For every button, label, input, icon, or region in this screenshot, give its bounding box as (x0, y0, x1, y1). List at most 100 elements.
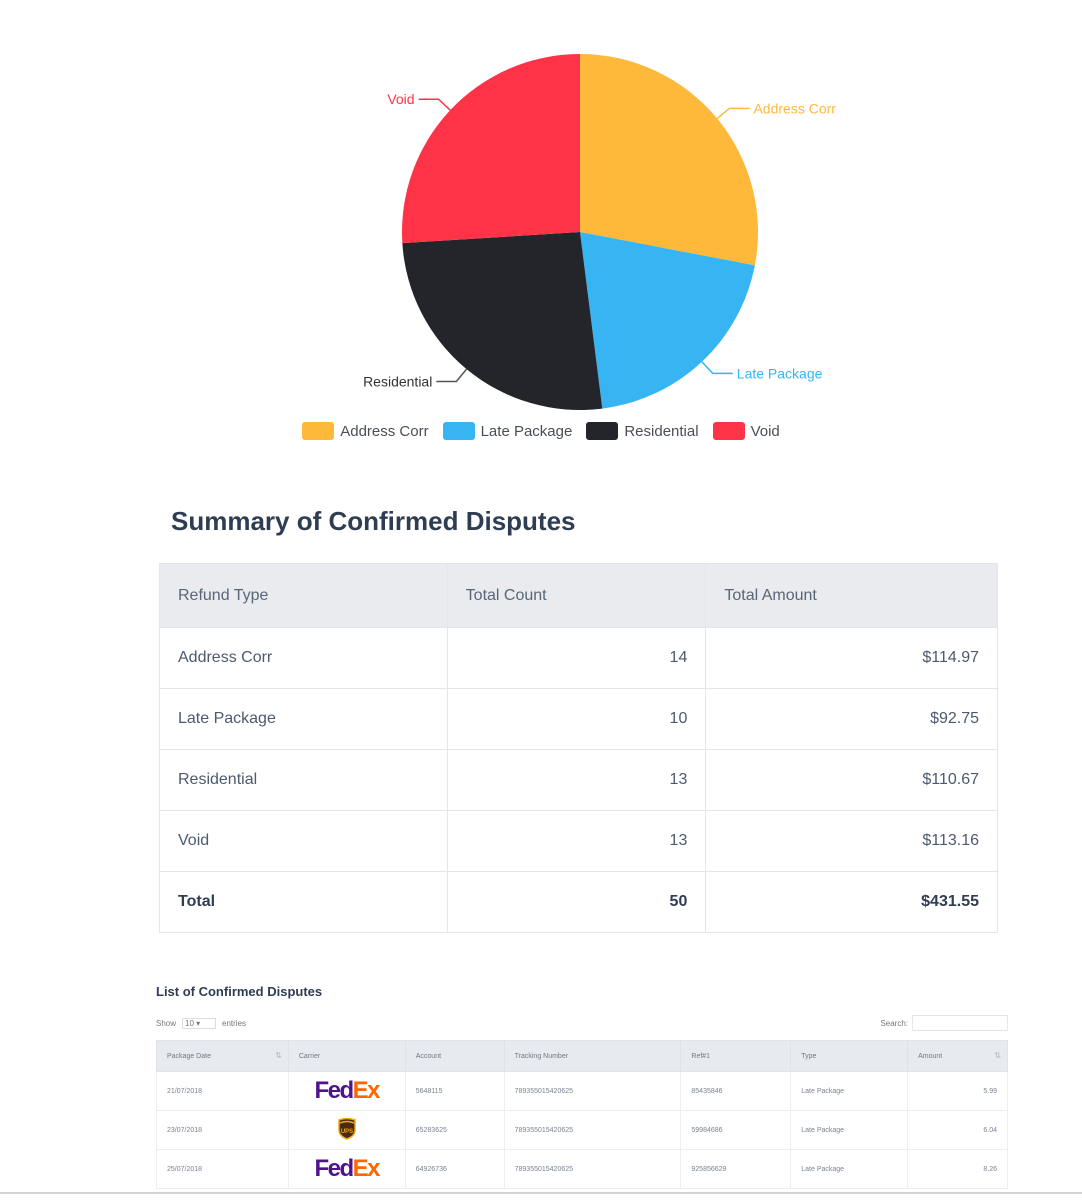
fedex-logo-ex: Ex (352, 1077, 381, 1104)
summary-header-row: Refund Type Total Count Total Amount (159, 563, 998, 628)
total-count: 50 (446, 871, 707, 933)
fedex-logo-fed: Fed (314, 1155, 355, 1182)
date-cell: 23/07/2018 (156, 1110, 289, 1150)
legend-label: Void (750, 422, 780, 440)
table-row: Void 13 $113.16 (159, 810, 998, 872)
pie-leader-line (701, 361, 733, 375)
amount-cell: $114.97 (705, 627, 998, 689)
column-header-account[interactable]: Account (404, 1040, 505, 1072)
amount-cell: 8.26 (907, 1149, 1008, 1189)
pie-label: Residential (363, 373, 432, 389)
pie-label: Address Corr (753, 100, 836, 116)
dispute-pie-chart: Address Corr Late Package Residential Void (363, 54, 836, 410)
count-cell: 10 (446, 688, 707, 750)
pie-label: Late Package (737, 365, 823, 381)
amount-cell: 5.99 (907, 1071, 1008, 1111)
column-header-carrier[interactable]: Carrier (287, 1040, 406, 1072)
pie-leader-line (436, 368, 468, 383)
column-header-total-amount: Total Amount (705, 563, 998, 628)
amount-cell: $113.16 (705, 810, 998, 872)
amount-cell: 6.04 (907, 1110, 1008, 1150)
refund-type-cell: Void (159, 810, 448, 872)
header-label: Type (801, 1052, 817, 1060)
column-header-amount[interactable]: Amount ⇅ (907, 1040, 1008, 1072)
bottom-divider (0, 1192, 1082, 1194)
header-label: Amount (918, 1052, 943, 1060)
summary-table: Refund Type Total Count Total Amount Add… (159, 563, 998, 933)
total-label: Total (159, 871, 448, 933)
table-row: Residential 13 $110.67 (159, 749, 998, 811)
account-cell: 65283625 (404, 1110, 505, 1150)
table-row: 23/07/2018 UPS 65283625 789355015420625 … (156, 1110, 1008, 1150)
tracking-cell: 789355015420625 (503, 1071, 682, 1111)
date-cell: 25/07/2018 (156, 1149, 289, 1189)
type-cell: Late Package (790, 1149, 909, 1189)
tracking-cell: 789355015420625 (503, 1149, 682, 1189)
legend-swatch (302, 422, 335, 440)
fedex-logo: FedEx (315, 1077, 381, 1104)
refund-type-cell: Late Package (159, 688, 448, 750)
column-header-total-count: Total Count (446, 563, 707, 628)
chart-legend: Address Corr Late Package Residential Vo… (0, 422, 1082, 440)
header-label: Tracking Number (514, 1052, 569, 1060)
legend-item-late-package[interactable]: Late Package (442, 422, 573, 440)
legend-label: Address Corr (340, 422, 429, 440)
search-label: Search: (880, 1018, 908, 1028)
header-label: Package Date (167, 1052, 211, 1060)
tracking-cell: 789355015420625 (503, 1110, 682, 1150)
list-title: List of Confirmed Disputes (156, 984, 323, 999)
entries-select-value: 10 (185, 1019, 194, 1028)
column-header-tracking-number[interactable]: Tracking Number (503, 1040, 682, 1072)
search-input[interactable] (912, 1015, 1008, 1031)
legend-swatch (712, 422, 745, 440)
header-label: Account (415, 1052, 442, 1060)
legend-item-void[interactable]: Void (712, 422, 780, 440)
entries-label: entries (222, 1019, 247, 1028)
date-cell: 21/07/2018 (156, 1071, 289, 1111)
search-control: Search: (880, 1015, 1008, 1031)
ref-cell: 925856629 (680, 1149, 792, 1189)
legend-item-residential[interactable]: Residential (586, 422, 699, 440)
column-header-refund-type: Refund Type (159, 563, 448, 628)
legend-label: Residential (624, 422, 699, 440)
entries-length-control: Show 10 ▾ entries (156, 1018, 246, 1029)
account-cell: 5648115 (404, 1071, 505, 1111)
legend-item-address-corr[interactable]: Address Corr (302, 422, 429, 440)
total-row: Total 50 $431.55 (159, 871, 998, 933)
show-label: Show (156, 1019, 177, 1028)
disputes-table: Package Date ⇅ Carrier Account Tracking N… (156, 1040, 1008, 1189)
sort-icon: ⇅ (994, 1051, 1001, 1060)
pie-leader-line (716, 107, 750, 120)
column-header-type[interactable]: Type (790, 1040, 909, 1072)
pie-label: Void (387, 91, 414, 107)
table-row: 21/07/2018 FedEx 5648115 789355015420625… (156, 1071, 1008, 1111)
count-cell: 13 (446, 749, 707, 811)
carrier-cell: FedEx (287, 1071, 406, 1111)
refund-type-cell: Address Corr (159, 627, 448, 689)
list-header-row: Package Date ⇅ Carrier Account Tracking N… (156, 1040, 1008, 1072)
legend-label: Late Package (480, 422, 573, 440)
amount-cell: $110.67 (705, 749, 998, 811)
account-cell: 64926736 (404, 1149, 505, 1189)
summary-title: Summary of Confirmed Disputes (171, 506, 576, 536)
pie-slice-late-package[interactable] (580, 232, 755, 409)
pie-slice-void[interactable] (402, 54, 580, 244)
ref-cell: 85435846 (680, 1071, 792, 1111)
table-row: Address Corr 14 $114.97 (159, 627, 998, 689)
header-label: Carrier (298, 1052, 321, 1060)
chevron-down-icon: ▾ (196, 1019, 201, 1028)
column-header-ref1[interactable]: Ref#1 (680, 1040, 792, 1072)
count-cell: 13 (446, 810, 707, 872)
column-header-package-date[interactable]: Package Date ⇅ (156, 1040, 289, 1072)
header-label: Ref#1 (691, 1052, 711, 1060)
pie-slice-residential[interactable] (402, 232, 603, 410)
entries-select[interactable]: 10 ▾ (182, 1018, 217, 1029)
ups-logo-text: UPS (341, 1129, 353, 1135)
legend-swatch (442, 422, 475, 440)
refund-type-cell: Residential (159, 749, 448, 811)
pie-slice-address-corr[interactable] (580, 54, 758, 266)
amount-cell: $92.75 (705, 688, 998, 750)
fedex-logo: FedEx (314, 1155, 381, 1182)
count-cell: 14 (446, 627, 707, 689)
table-row: Late Package 10 $92.75 (159, 688, 998, 750)
